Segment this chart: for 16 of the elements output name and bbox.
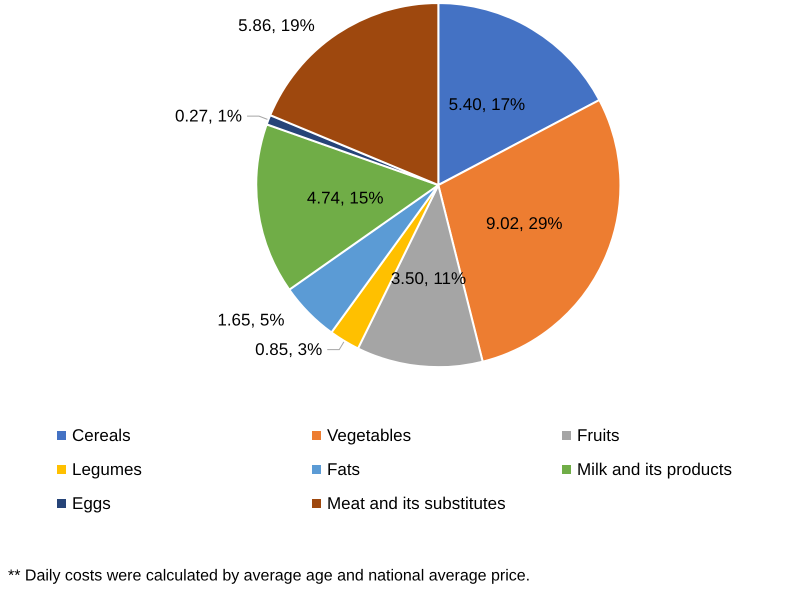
- text: ** Daily costs were calculated by average age and national average price.: [8, 568, 530, 584]
- data-label: 0.27, 1%: [174, 106, 242, 126]
- legend-label: Fats: [327, 460, 360, 479]
- legend-label: Meat and its substitutes: [327, 494, 506, 513]
- data-label: 9.02, 29%: [486, 214, 563, 233]
- data-label: 5.40, 17%: [448, 95, 526, 114]
- data-label: 5.86, 19%: [238, 16, 315, 35]
- data-label: 4.74, 15%: [306, 188, 384, 208]
- legend-label: Eggs: [72, 494, 111, 513]
- data-label: 1.65, 5%: [217, 310, 284, 330]
- legend-label: Cereals: [72, 426, 131, 445]
- legend-label: Fruits: [577, 426, 620, 445]
- legend-label: Vegetables: [327, 426, 412, 445]
- data-label: 0.85, 3%: [255, 340, 322, 360]
- legend-label: Milk and its products: [577, 460, 732, 479]
- legend-label: Legumes: [72, 460, 142, 479]
